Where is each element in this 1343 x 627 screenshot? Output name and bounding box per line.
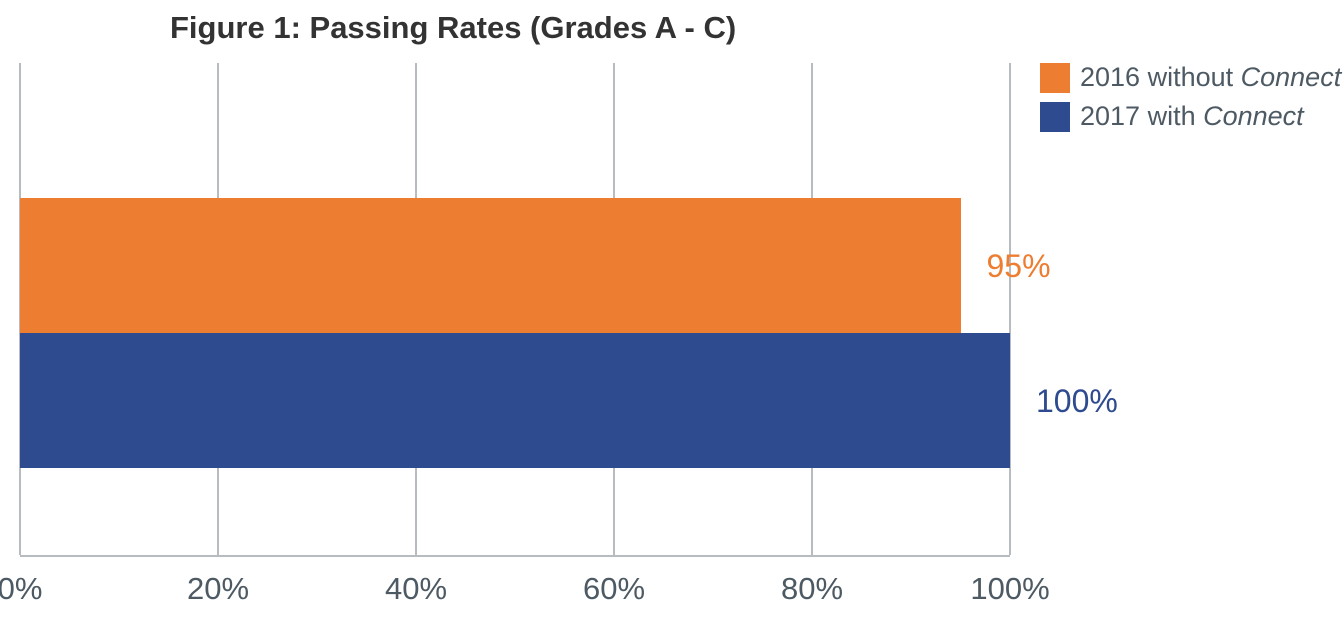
gridline bbox=[1009, 63, 1011, 555]
chart-container: Figure 1: Passing Rates (Grades A - C) 2… bbox=[0, 0, 1343, 627]
chart-title: Figure 1: Passing Rates (Grades A - C) bbox=[170, 10, 736, 46]
legend-swatch bbox=[1040, 63, 1070, 93]
legend-swatch bbox=[1040, 102, 1070, 132]
bar-2017-label: 100% bbox=[1036, 383, 1118, 420]
x-tick-label: 100% bbox=[970, 571, 1049, 607]
bar-2017 bbox=[20, 333, 1010, 468]
legend-label: 2016 without Connect bbox=[1080, 62, 1341, 93]
bar-2016-label: 95% bbox=[987, 248, 1051, 285]
x-tick-label: 20% bbox=[187, 571, 249, 607]
x-tick-label: 80% bbox=[781, 571, 843, 607]
x-tick-label: 60% bbox=[583, 571, 645, 607]
legend: 2016 without Connect 2017 with Connect bbox=[1040, 62, 1341, 132]
x-tick-label: 40% bbox=[385, 571, 447, 607]
plot-area bbox=[20, 63, 1010, 557]
bar-2016 bbox=[20, 198, 961, 333]
x-tick-label: 0% bbox=[0, 571, 42, 607]
legend-item: 2016 without Connect bbox=[1040, 62, 1341, 93]
legend-label: 2017 with Connect bbox=[1080, 101, 1304, 132]
legend-item: 2017 with Connect bbox=[1040, 101, 1341, 132]
